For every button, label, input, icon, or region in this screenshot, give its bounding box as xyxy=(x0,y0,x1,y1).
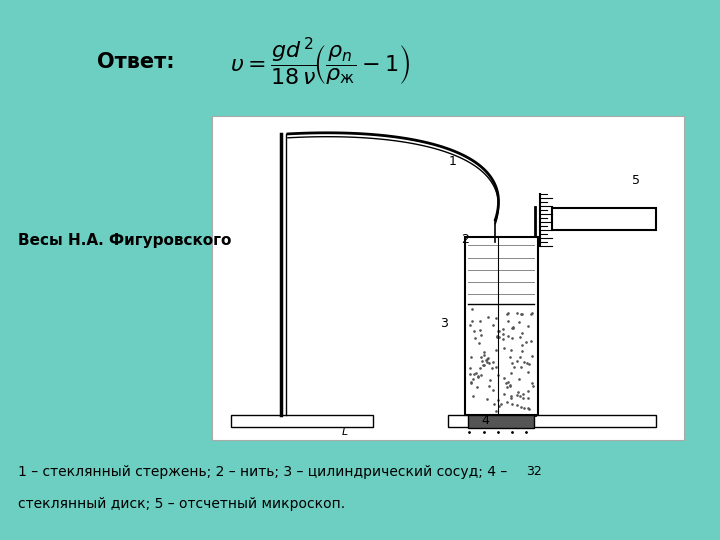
Bar xyxy=(469,415,534,428)
Bar xyxy=(464,237,538,415)
Text: 1: 1 xyxy=(448,155,456,168)
Text: стеклянный диск; 5 – отсчетный микроскоп.: стеклянный диск; 5 – отсчетный микроскоп… xyxy=(18,497,345,511)
Text: 32: 32 xyxy=(526,465,541,478)
Text: 5: 5 xyxy=(632,174,640,187)
Text: Ответ:: Ответ: xyxy=(97,52,175,72)
Text: 1 – стеклянный стержень; 2 – нить; 3 – цилиндрический сосуд; 4 –: 1 – стеклянный стержень; 2 – нить; 3 – ц… xyxy=(18,465,508,480)
Bar xyxy=(212,116,684,440)
Text: L: L xyxy=(341,427,348,437)
Text: 2: 2 xyxy=(462,233,469,246)
Text: Весы Н.А. Фигуровского: Весы Н.А. Фигуровского xyxy=(18,233,231,248)
Text: 4: 4 xyxy=(481,414,489,427)
Text: 3: 3 xyxy=(441,317,448,330)
Bar xyxy=(448,415,656,427)
Bar xyxy=(231,415,373,427)
Bar xyxy=(552,208,656,230)
Text: $\upsilon = \dfrac{gd^{\,2}}{18\,\nu}\!\left(\dfrac{\rho_n}{\rho_{\rm ж}} - 1\ri: $\upsilon = \dfrac{gd^{\,2}}{18\,\nu}\!\… xyxy=(230,36,411,88)
